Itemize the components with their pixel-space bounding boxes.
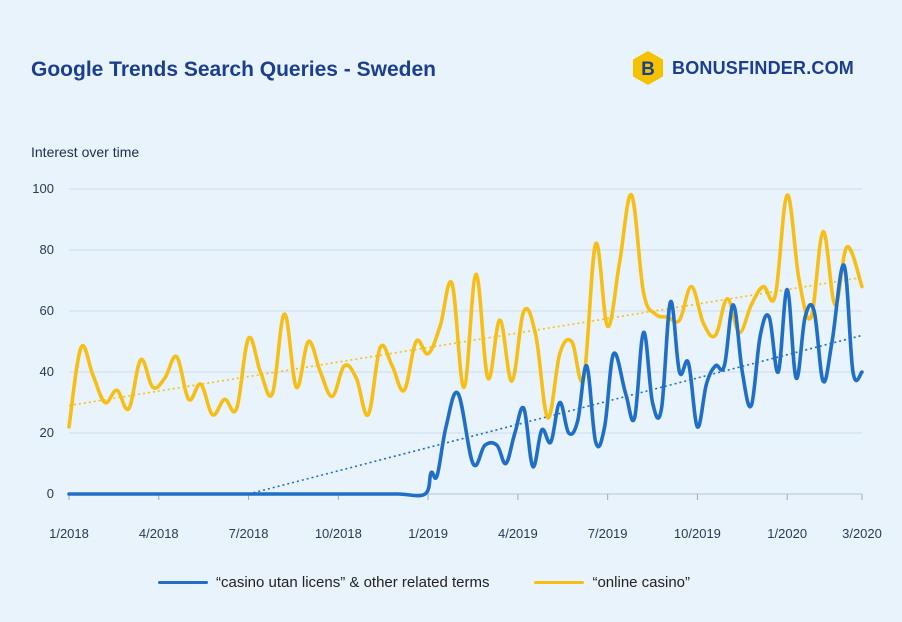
x-tick-1-2019: 1/2019 xyxy=(408,526,448,541)
y-tick-80: 80 xyxy=(40,242,54,257)
legend-label-casino-utan-licens: “casino utan licens” & other related ter… xyxy=(216,574,490,591)
brand-name: BONUSFINDER.COM xyxy=(672,57,854,78)
series-lines xyxy=(67,193,864,498)
x-tick-3-2020: 3/2020 xyxy=(842,526,882,541)
x-tick-4-2019: 4/2019 xyxy=(498,526,538,541)
bonusfinder-hexagon-icon: B xyxy=(633,51,663,85)
y-tick-labels: 0 20 40 60 80 100 xyxy=(32,181,54,501)
x-tick-4-2018: 4/2018 xyxy=(139,526,179,541)
brand-logo-letter: B xyxy=(641,59,655,80)
y-tick-40: 40 xyxy=(40,364,54,379)
legend-item-casino-utan-licens: “casino utan licens” & other related ter… xyxy=(158,574,489,591)
series-line-casino-utan-licens xyxy=(67,263,864,498)
legend-swatch-blue xyxy=(158,581,208,584)
legend-item-online-casino: “online casino” xyxy=(534,574,690,591)
x-tick-10-2019: 10/2019 xyxy=(674,526,721,541)
y-tick-20: 20 xyxy=(40,425,54,440)
chart-title: Google Trends Search Queries - Sweden xyxy=(31,58,436,81)
trend-line-1 xyxy=(68,276,863,407)
x-tick-labels: 1/2018 4/2018 7/2018 10/2018 1/2019 4/2019 7/2… xyxy=(49,494,882,541)
legend-label-online-casino: “online casino” xyxy=(592,574,691,591)
x-tick-7-2019: 7/2019 xyxy=(588,526,628,541)
x-tick-1-2018: 1/2018 xyxy=(49,526,89,541)
grid-lines xyxy=(69,188,862,495)
y-axis-label: Interest over time xyxy=(31,144,139,160)
y-tick-60: 60 xyxy=(40,303,54,318)
y-tick-100: 100 xyxy=(32,181,54,196)
x-tick-1-2020: 1/2020 xyxy=(767,526,807,541)
legend: “casino utan licens” & other related ter… xyxy=(158,574,690,591)
y-tick-0: 0 xyxy=(47,486,54,501)
legend-swatch-yellow xyxy=(534,581,585,584)
series-line-online-casino xyxy=(67,193,864,429)
brand-logo[interactable]: B BONUSFINDER.COM xyxy=(630,50,854,86)
x-tick-7-2018: 7/2018 xyxy=(229,526,269,541)
x-tick-10-2018: 10/2018 xyxy=(315,526,362,541)
